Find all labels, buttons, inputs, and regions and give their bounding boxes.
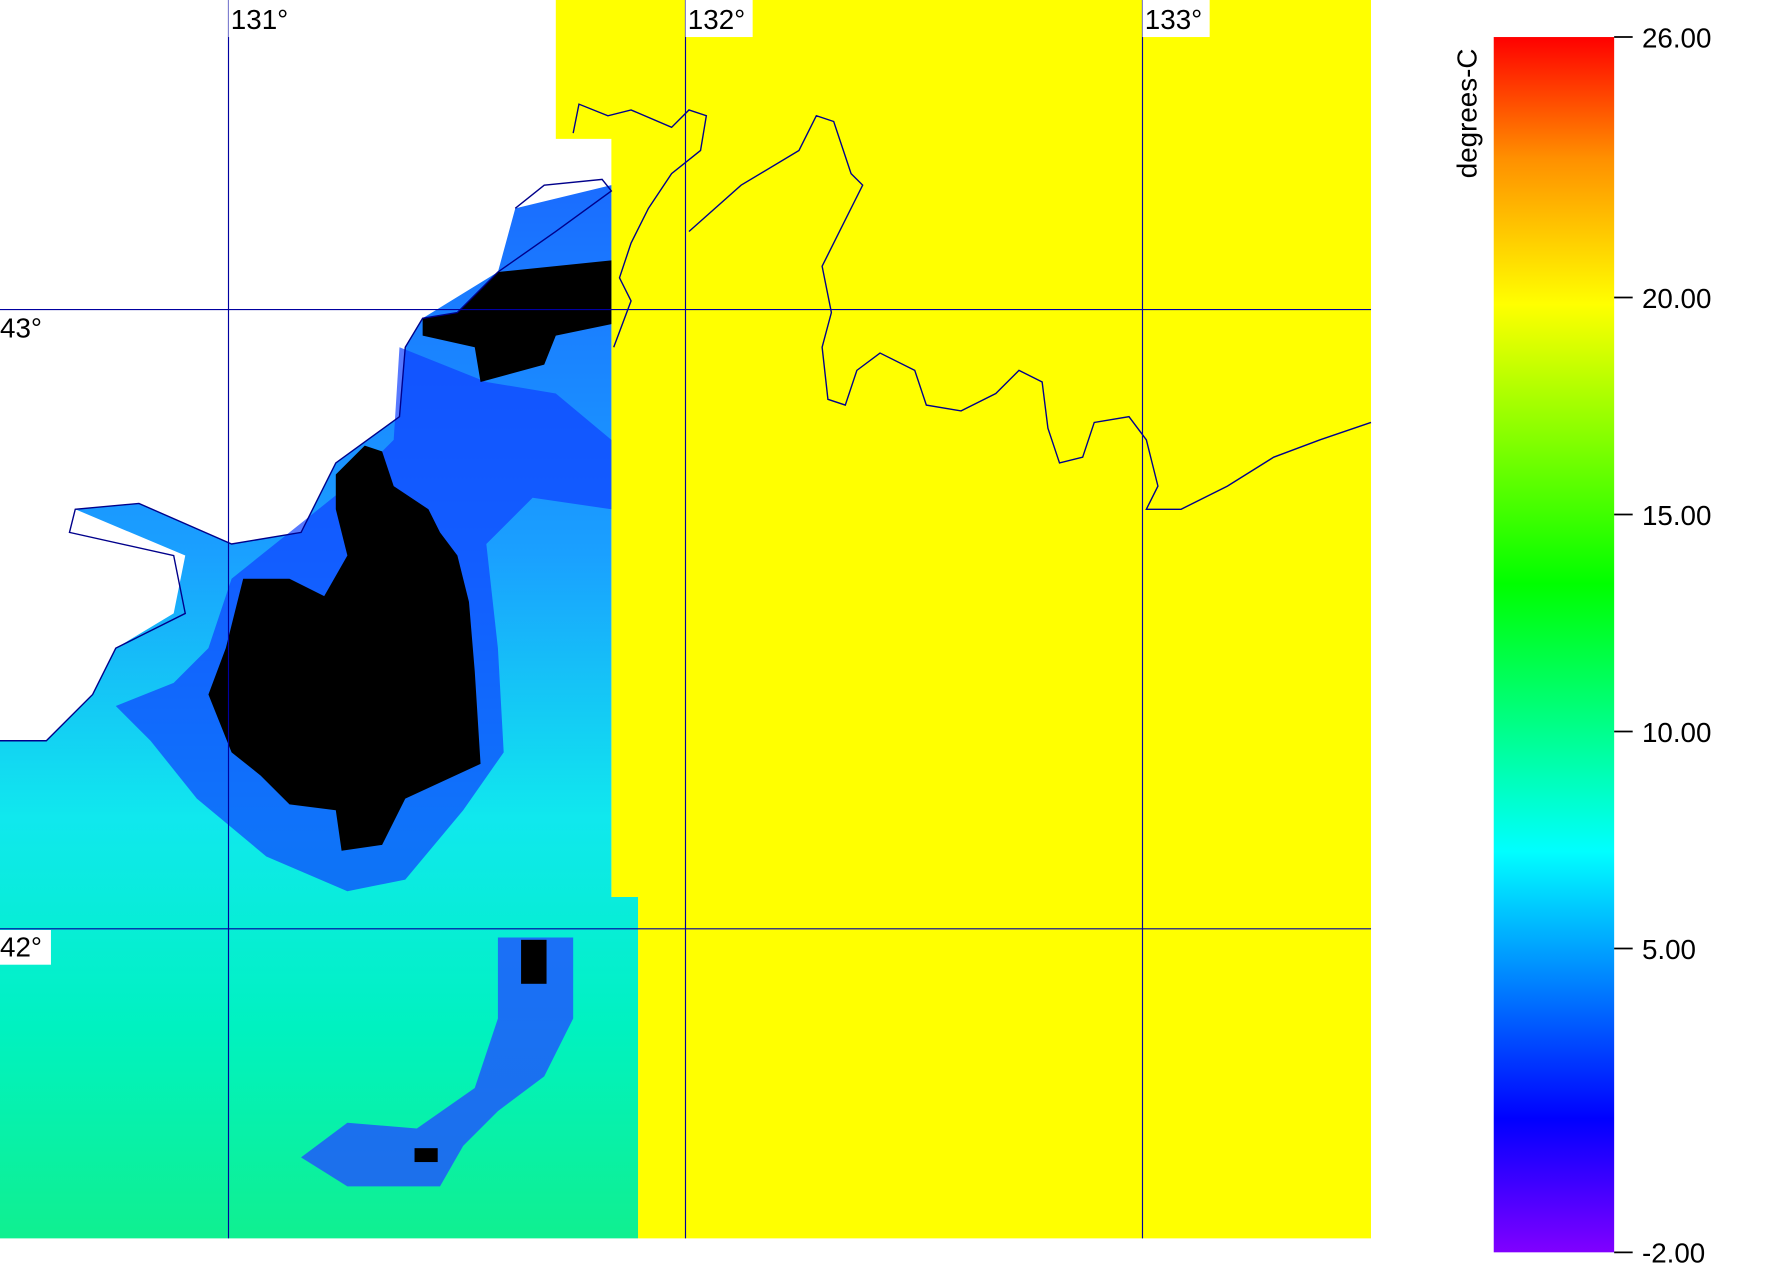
coastline [572,103,708,348]
colorbar-label: degrees-C [1451,49,1482,179]
lat-label: 43° [0,312,42,343]
land-mask [555,0,1371,1239]
colorbar-tick-label: 5.00 [1642,934,1696,965]
lon-label: 132° [688,4,745,35]
label-bg [0,310,51,346]
cold-core [414,1148,438,1163]
colorbar-tick-label: 26.00 [1642,22,1711,53]
label-bg [228,0,296,38]
label-bg [0,929,51,965]
cold-core [422,260,612,382]
colorbar-tick-label: 15.00 [1642,500,1711,531]
label-bg [685,0,753,38]
cold-core [208,445,481,851]
coastline [0,178,613,742]
lon-label: 131° [231,4,288,35]
lon-label: 133° [1145,4,1202,35]
colorbar [1493,37,1615,1253]
colorbar-tick-label: 10.00 [1642,717,1711,748]
coastline [688,114,1372,510]
lat-label: 42° [0,932,42,963]
label-bg [1142,0,1210,38]
colorbar-tick-label: -2.00 [1642,1238,1705,1269]
cold-patch [301,937,574,1187]
cold-core [521,939,547,984]
colorbar-tick-label: 20.00 [1642,283,1711,314]
